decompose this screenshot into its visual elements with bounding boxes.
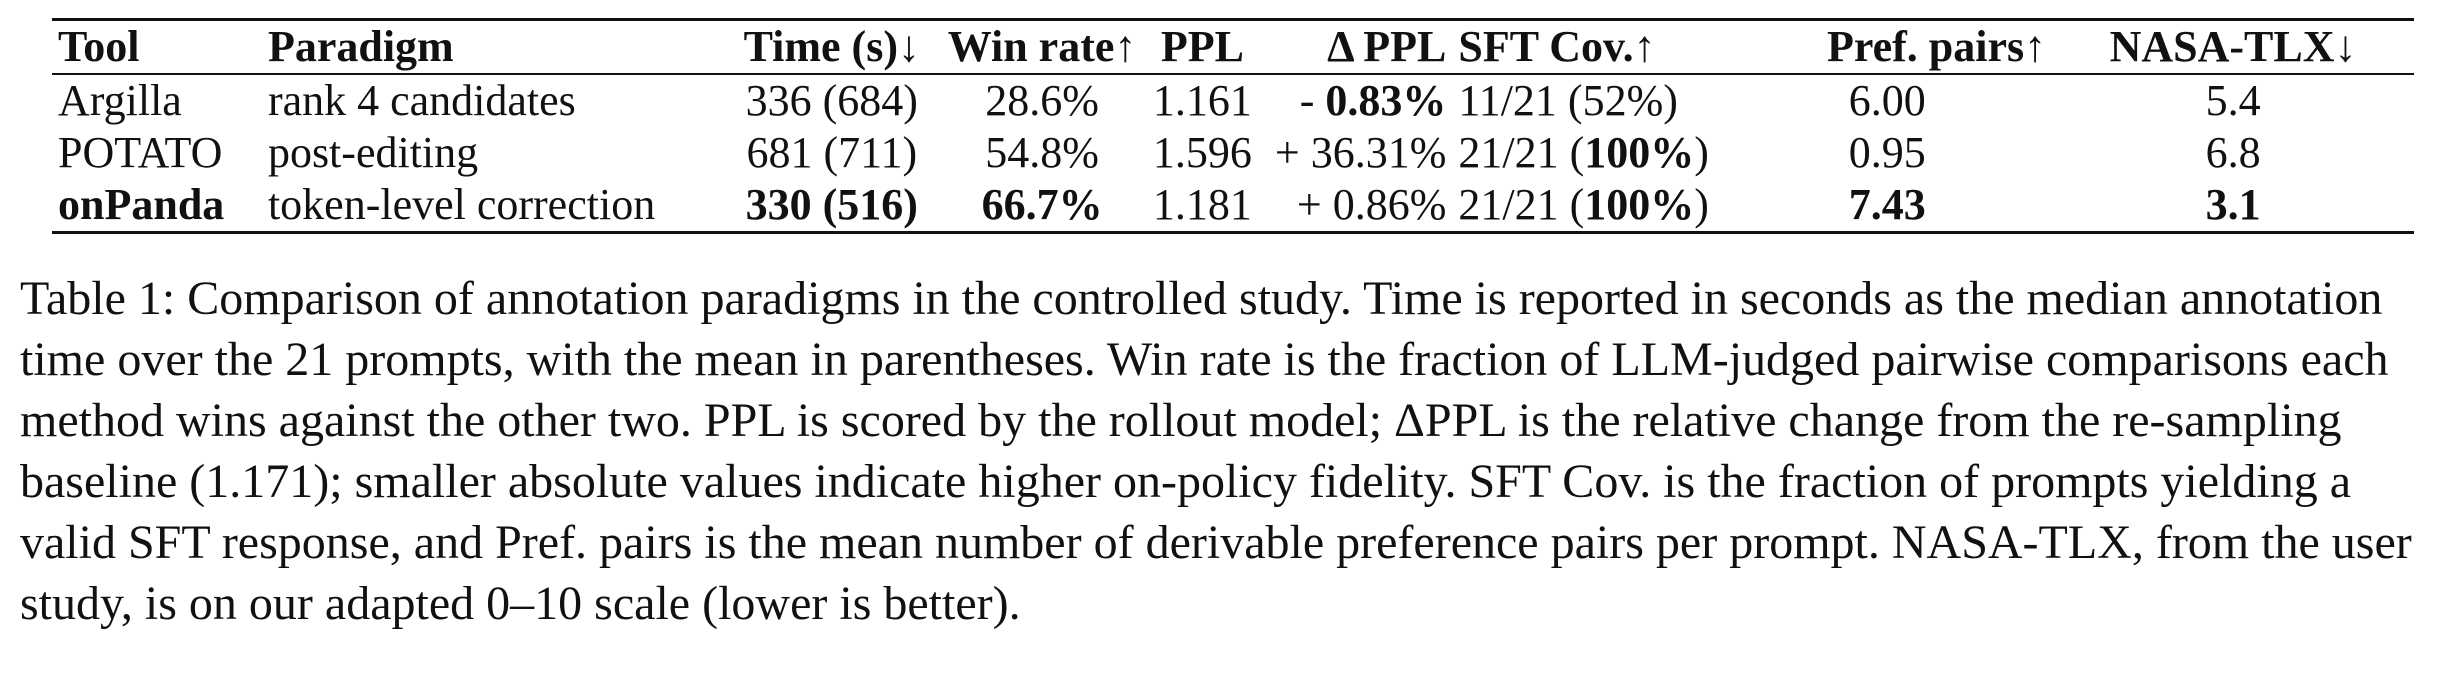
cell-paradigm: post-editing <box>267 128 479 177</box>
delta-sign: + <box>1274 128 1311 177</box>
cell-ppl: 1.181 <box>1152 180 1252 229</box>
cell-ppl: 1.161 <box>1152 76 1252 125</box>
header-tool: Tool <box>58 22 140 71</box>
header-sft-cov: SFT Cov.↑ <box>1458 22 1656 71</box>
cell-time: 681 (711) <box>746 128 918 177</box>
sft-percent: 100% <box>1584 180 1695 229</box>
comparison-table: Tool Paradigm Time (s)↓ Win rate↑ PPL Δ … <box>52 18 2414 234</box>
sft-close: ) <box>1694 128 1709 177</box>
header-ppl: PPL <box>1160 22 1244 71</box>
cell-pref-pairs: 0.95 <box>1848 128 1926 177</box>
table-row-argilla: Argilla rank 4 candidates 336 (684) 28.6… <box>52 74 2414 127</box>
comparison-table-container: Tool Paradigm Time (s)↓ Win rate↑ PPL Δ … <box>52 18 2414 234</box>
cell-nasa-tlx: 3.1 <box>2205 180 2261 229</box>
cell-pref-pairs: 6.00 <box>1848 76 1926 125</box>
cell-sft-cov: 21/21 (100%) <box>1452 179 1722 233</box>
sft-count: 21/21 ( <box>1458 180 1585 229</box>
header-time: Time (s)↓ <box>743 22 920 71</box>
sft-percent: 100% <box>1584 128 1695 177</box>
cell-win-rate: 28.6% <box>985 76 1099 125</box>
sft-percent: 52% <box>1582 76 1664 125</box>
delta-sign: + <box>1296 180 1333 229</box>
cell-tool: POTATO <box>58 128 223 177</box>
header-delta-ppl: Δ PPL <box>1327 22 1447 71</box>
cell-sft-cov: 21/21 (100%) <box>1452 127 1722 179</box>
cell-time: 336 (684) <box>745 76 918 125</box>
cell-delta-ppl: - 0.83% <box>1262 74 1452 127</box>
delta-value: 36.31% <box>1310 128 1447 177</box>
cell-delta-ppl: + 0.86% <box>1262 179 1452 233</box>
sft-count: 11/21 ( <box>1458 76 1583 125</box>
header-paradigm: Paradigm <box>267 22 454 71</box>
cell-tool: Argilla <box>58 76 182 125</box>
delta-value: 0.86% <box>1332 180 1447 229</box>
header-pref-pairs: Pref. pairs↑ <box>1827 22 2047 71</box>
sft-count: 21/21 ( <box>1458 128 1585 177</box>
cell-ppl: 1.596 <box>1152 128 1252 177</box>
cell-nasa-tlx: 5.4 <box>2205 76 2261 125</box>
sft-close: ) <box>1663 76 1678 125</box>
cell-nasa-tlx: 6.8 <box>2205 128 2261 177</box>
table-caption-text: Table 1: Comparison of annotation paradi… <box>20 272 2412 630</box>
cell-delta-ppl: + 36.31% <box>1262 127 1452 179</box>
table-row-potato: POTATO post-editing 681 (711) 54.8% 1.59… <box>52 127 2414 179</box>
cell-pref-pairs: 7.43 <box>1848 180 1926 229</box>
cell-win-rate: 54.8% <box>985 128 1099 177</box>
cell-paradigm: rank 4 candidates <box>267 76 576 125</box>
header-nasa-tlx: NASA-TLX↓ <box>2109 22 2357 71</box>
cell-win-rate: 66.7% <box>981 180 1103 229</box>
sft-close: ) <box>1694 180 1709 229</box>
cell-time: 330 (516) <box>745 180 918 229</box>
cell-paradigm: token-level correction <box>267 180 656 229</box>
delta-value: 0.83% <box>1325 76 1447 125</box>
header-win-rate: Win rate↑ <box>947 22 1137 71</box>
cell-tool: onPanda <box>58 180 225 229</box>
table-caption: Table 1: Comparison of annotation paradi… <box>20 268 2440 634</box>
delta-sign: - <box>1299 76 1326 125</box>
cell-sft-cov: 11/21 (52%) <box>1452 74 1722 127</box>
table-row-onpanda: onPanda token-level correction 330 (516)… <box>52 179 2414 233</box>
table-header-row: Tool Paradigm Time (s)↓ Win rate↑ PPL Δ … <box>52 19 2414 74</box>
